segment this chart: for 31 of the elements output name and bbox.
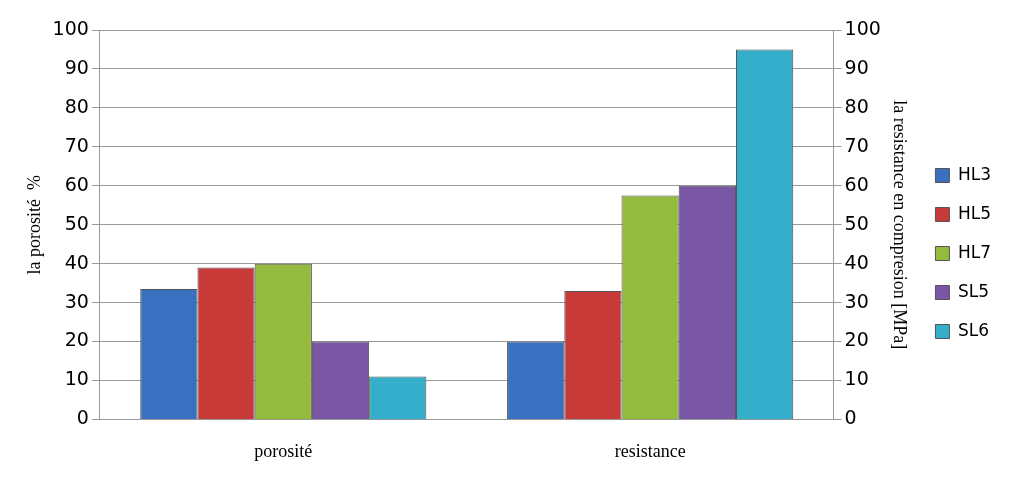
legend-label: SL5 [957, 280, 990, 301]
y2-tick-label: 60 [844, 172, 869, 195]
y2-tick-label: 70 [844, 133, 869, 156]
y2-tick-label: 100 [844, 16, 881, 39]
y-tick-label: 40 [64, 250, 89, 273]
legend-label: SL6 [957, 319, 990, 340]
y2-axis-title: la resistance en compresion [MPa] [889, 100, 910, 350]
y-tick-label: 10 [64, 367, 89, 390]
y-tick-label: 60 [64, 172, 89, 195]
y-tick-label: 0 [76, 406, 89, 429]
y-tick-label: 30 [64, 289, 89, 312]
legend-label: HL7 [957, 241, 992, 262]
y-tick-label: 90 [64, 55, 89, 78]
x-tick-label: porosité [254, 440, 313, 461]
y2-tick-label: 0 [844, 406, 857, 429]
y2-tick-label: 50 [844, 211, 869, 234]
legend-label: HL3 [957, 163, 992, 184]
y-tick-label: 80 [64, 94, 89, 117]
y-axis-title: la porosité % [23, 174, 44, 275]
y2-tick-label: 30 [844, 289, 869, 312]
y-tick-label: 50 [64, 211, 89, 234]
y2-tick-label: 80 [844, 94, 869, 117]
y2-tick-label: 10 [844, 367, 869, 390]
legend-label: HL5 [957, 202, 992, 223]
y-tick-label: 20 [64, 328, 89, 351]
y-tick-label: 100 [52, 16, 89, 39]
y-tick-label: 70 [64, 133, 89, 156]
y2-tick-label: 40 [844, 250, 869, 273]
y2-tick-label: 90 [844, 55, 869, 78]
y2-tick-label: 20 [844, 328, 869, 351]
x-tick-label: resistance [614, 440, 686, 461]
